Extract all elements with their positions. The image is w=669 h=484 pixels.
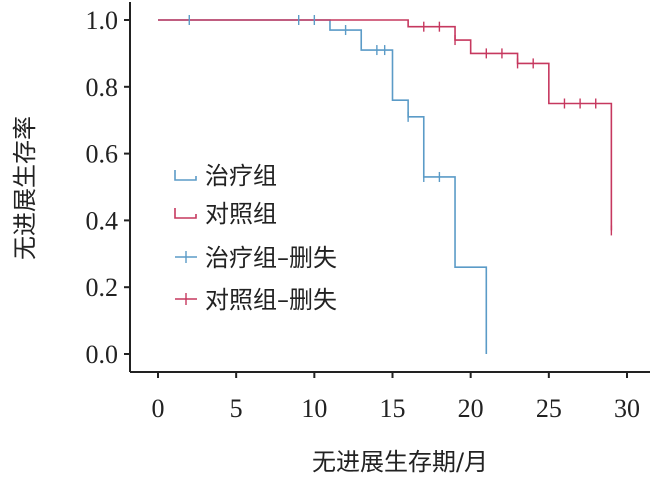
y-tick-label: 0.0 xyxy=(86,340,119,369)
legend-label: 治疗组 xyxy=(205,162,277,190)
y-tick-label: 0.8 xyxy=(86,73,119,102)
x-tick-label: 15 xyxy=(380,394,406,423)
y-tick-label: 0.2 xyxy=(86,273,119,302)
x-tick-label: 25 xyxy=(536,394,562,423)
x-tick-label: 0 xyxy=(152,394,165,423)
x-axis-title: 无进展生存期/月 xyxy=(312,448,488,476)
legend-label: 对照组 xyxy=(205,200,277,228)
y-tick-label: 1.0 xyxy=(86,6,119,35)
x-tick-label: 10 xyxy=(301,394,327,423)
y-ticks: 0.0 0.2 0.4 0.6 0.8 1.0 xyxy=(86,6,130,369)
y-axis-title: 无进展生存率 xyxy=(11,116,39,260)
x-tick-label: 30 xyxy=(614,394,640,423)
plot-area xyxy=(158,15,613,354)
survival-curve-treatment xyxy=(158,19,488,354)
survival-curve-control xyxy=(158,19,613,231)
x-tick-label: 5 xyxy=(230,394,243,423)
legend-label: 治疗组–删失 xyxy=(205,244,337,272)
legend-swatch-line xyxy=(174,208,197,219)
y-tick-label: 0.6 xyxy=(86,140,119,169)
y-tick-label: 0.4 xyxy=(86,206,119,235)
x-ticks: 0 5 10 15 20 25 30 xyxy=(152,372,640,423)
x-tick-label: 20 xyxy=(458,394,484,423)
legend-swatch-line xyxy=(174,170,197,181)
axes xyxy=(129,2,650,373)
legend-label: 对照组–删失 xyxy=(205,286,337,314)
